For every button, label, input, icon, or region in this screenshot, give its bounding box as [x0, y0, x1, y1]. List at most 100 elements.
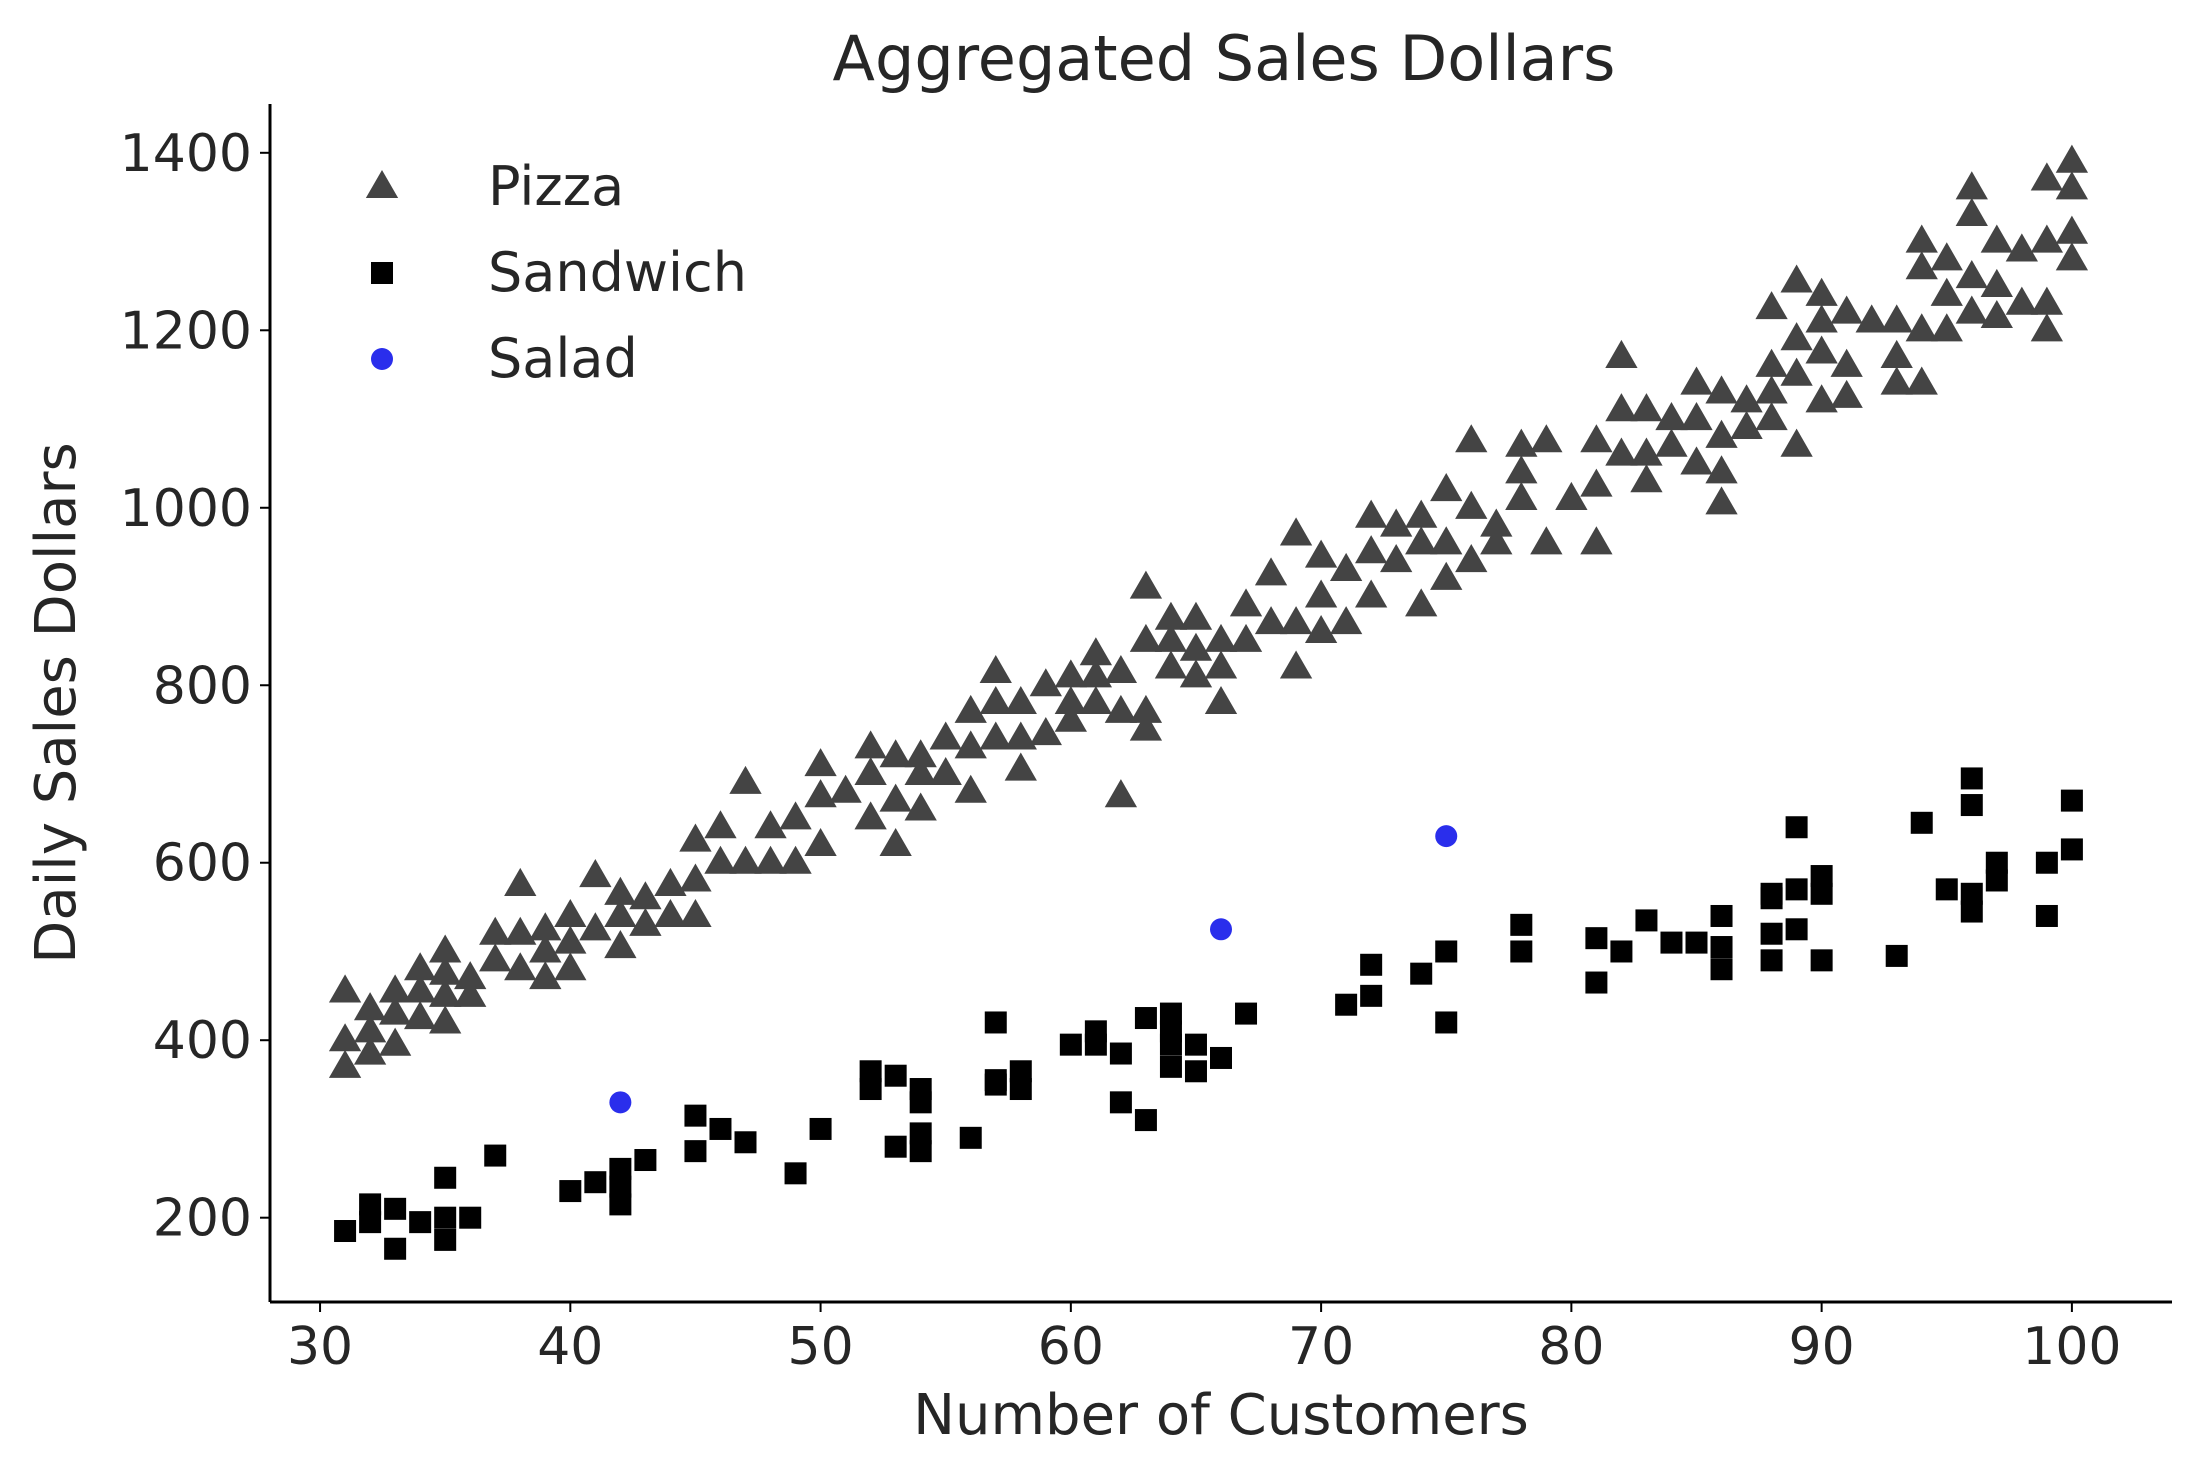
pizza-point — [1430, 526, 1463, 555]
sandwich-point — [609, 1157, 632, 1180]
sandwich-point — [1660, 931, 1683, 954]
pizza-point — [454, 961, 487, 990]
pizza-point — [1655, 428, 1688, 457]
legend-label: Sandwich — [488, 241, 747, 304]
y-tick-label: 1000 — [120, 479, 252, 539]
pizza-point — [1805, 335, 1838, 364]
pizza-point — [404, 974, 437, 1003]
sandwich-point — [1785, 878, 1808, 901]
salad-point — [1435, 825, 1458, 848]
sandwich-point — [1159, 1002, 1182, 1025]
sandwich-point — [1960, 794, 1983, 817]
pizza-point — [1355, 579, 1388, 608]
series-sandwich — [334, 767, 2083, 1260]
pizza-point — [654, 867, 687, 896]
pizza-point — [1805, 384, 1838, 413]
pizza-point — [1279, 650, 1313, 679]
pizza-point — [1755, 402, 1788, 431]
pizza-point — [1329, 552, 1363, 581]
sandwich-point — [784, 1162, 807, 1185]
pizza-point — [979, 686, 1012, 715]
sandwich-point — [859, 1078, 882, 1101]
pizza-point — [1004, 721, 1037, 750]
pizza-point — [2005, 286, 2038, 315]
pizza-point — [679, 823, 712, 852]
y-tick-label: 800 — [153, 656, 252, 716]
pizza-point — [1930, 242, 1963, 271]
pizza-point — [1805, 304, 1838, 333]
sandwich-point — [2060, 789, 2083, 812]
sandwich-point — [1084, 1020, 1107, 1043]
pizza-point — [1430, 561, 1463, 590]
pizza-point — [1605, 393, 1638, 422]
y-axis-ticks: 200 400 600 800 1000 1200 1400 — [120, 124, 270, 1249]
pizza-point — [1054, 686, 1087, 715]
pizza-point — [679, 898, 712, 928]
sandwich-point — [484, 1144, 507, 1167]
pizza-point — [353, 992, 387, 1021]
pizza-point — [1805, 277, 1838, 306]
pizza-point — [378, 1027, 412, 1056]
pizza-point — [1380, 544, 1413, 573]
y-tick-label: 600 — [153, 834, 252, 894]
legend-item-salad: Salad — [371, 327, 638, 390]
pizza-point — [1605, 339, 1638, 368]
pizza-point — [1980, 224, 2013, 253]
sandwich-point — [709, 1117, 732, 1140]
pizza-point — [1104, 694, 1138, 723]
pizza-point — [1680, 366, 1713, 395]
sandwich-point — [1610, 940, 1633, 963]
sandwich-point — [1760, 922, 1783, 945]
sandwich-point — [1810, 882, 1833, 905]
x-axis-ticks: 30 40 50 60 70 80 90 100 — [287, 1302, 2122, 1377]
pizza-point — [579, 912, 612, 941]
pizza-point — [1405, 588, 1438, 617]
pizza-point — [1154, 623, 1188, 652]
pizza-point — [1505, 455, 1538, 484]
pizza-point — [1279, 606, 1313, 635]
pizza-point — [1705, 486, 1738, 515]
pizza-point — [1880, 366, 1913, 395]
sandwich-point — [909, 1122, 932, 1145]
pizza-point — [1355, 499, 1388, 528]
pizza-point — [1304, 615, 1338, 644]
sandwich-point — [1685, 931, 1708, 954]
pizza-point — [2030, 224, 2064, 253]
series-salad — [609, 825, 1458, 1114]
sandwich-point — [1109, 1091, 1132, 1114]
pizza-point — [1680, 446, 1713, 475]
pizza-point — [2030, 162, 2064, 191]
pizza-point — [1455, 544, 1488, 573]
sandwich-point — [884, 1064, 907, 1087]
sandwich-point — [1134, 1109, 1157, 1132]
sandwich-point — [1960, 882, 1983, 905]
pizza-point — [1580, 468, 1613, 497]
pizza-point — [1930, 277, 1963, 306]
pizza-point — [328, 1049, 362, 1078]
x-tick-label: 90 — [1789, 1317, 1855, 1377]
sandwich-point — [559, 1180, 582, 1203]
pizza-point — [754, 810, 787, 839]
legend-label: Pizza — [488, 155, 624, 218]
sandwich-point — [1710, 904, 1733, 927]
pizza-point — [1780, 322, 1813, 351]
pizza-point — [554, 925, 587, 954]
pizza-point — [879, 783, 912, 812]
pizza-point — [1780, 357, 1813, 386]
pizza-point — [429, 978, 462, 1007]
pizza-point — [2030, 313, 2064, 342]
pizza-point — [779, 801, 812, 830]
pizza-point — [979, 654, 1012, 683]
sandwich-point — [359, 1193, 382, 1216]
pizza-point — [529, 912, 562, 941]
pizza-point — [1179, 601, 1213, 630]
pizza-point — [429, 934, 462, 963]
pizza-point — [679, 863, 712, 892]
legend: Pizza Sandwich Salad — [365, 155, 747, 390]
pizza-point — [1780, 264, 1813, 293]
plot-area — [328, 144, 2089, 1260]
pizza-point — [929, 756, 962, 786]
pizza-point — [1830, 295, 1863, 324]
pizza-point — [1129, 712, 1163, 741]
pizza-point — [1004, 686, 1037, 715]
